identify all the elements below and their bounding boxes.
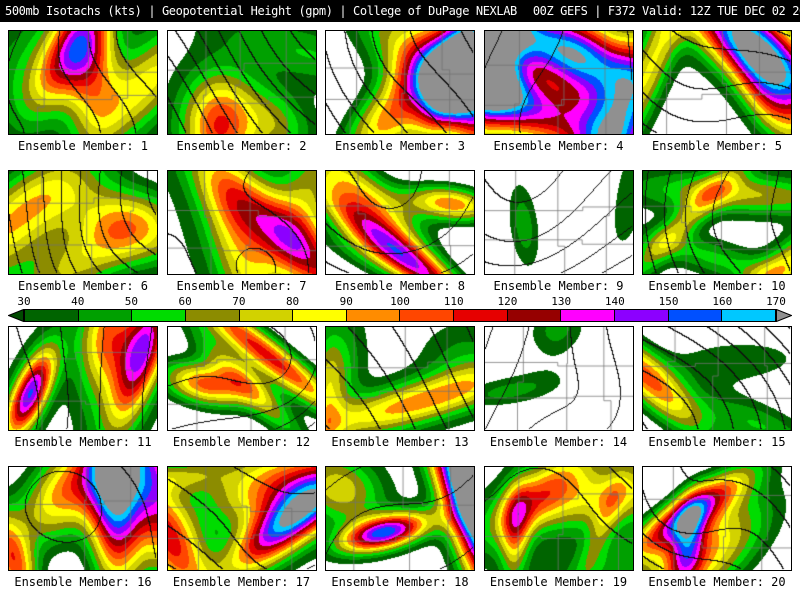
panel-label: Ensemble Member: 12 (172, 435, 311, 449)
panel-label: Ensemble Member: 3 (334, 139, 466, 153)
ensemble-panel: Ensemble Member: 6 (8, 170, 158, 294)
ensemble-panel: Ensemble Member: 17 (166, 466, 317, 590)
map-canvas (8, 170, 158, 275)
panel-label: Ensemble Member: 6 (17, 279, 149, 293)
map-canvas (642, 326, 792, 431)
colorbar-left-arrow (8, 309, 24, 322)
colorbar-tick: 120 (497, 295, 518, 308)
map-canvas (483, 466, 634, 571)
colorbar-ticks: 30 40 50 60 70 80 90 100 110 120 130 140… (17, 295, 786, 308)
ensemble-panel: Ensemble Member: 3 (325, 30, 475, 154)
ensemble-panel: Ensemble Member: 1 (8, 30, 158, 154)
ensemble-panel: Ensemble Member: 19 (483, 466, 634, 590)
colorbar-tick: 70 (232, 295, 246, 308)
colorbar-bar (8, 309, 792, 322)
ensemble-panel: Ensemble Member: 9 (483, 170, 634, 294)
map-canvas (325, 326, 475, 431)
panel-label: Ensemble Member: 7 (176, 279, 307, 293)
colorbar-tick: 140 (604, 295, 625, 308)
isotach-colorbar: 30 40 50 60 70 80 90 100 110 120 130 140… (0, 296, 800, 322)
title-bar: 500mb Isotachs (kts) | Geopotential Heig… (0, 0, 800, 22)
colorbar-tick: 50 (124, 295, 139, 308)
map-canvas (166, 170, 317, 275)
ensemble-panel: Ensemble Member: 12 (166, 326, 317, 450)
ensemble-panel: Ensemble Member: 15 (642, 326, 792, 450)
map-canvas (642, 466, 792, 571)
colorbar-tick: 60 (178, 295, 192, 308)
ensemble-panel: Ensemble Member: 10 (642, 170, 792, 294)
panel-label: Ensemble Member: 2 (176, 139, 307, 153)
colorbar-tick: 100 (390, 295, 410, 308)
map-canvas (483, 30, 634, 135)
panel-label: Ensemble Member: 14 (489, 435, 628, 449)
panel-label: Ensemble Member: 16 (14, 575, 152, 589)
colorbar-tick: 130 (551, 295, 572, 308)
ensemble-panel: Ensemble Member: 2 (166, 30, 317, 154)
colorbar-right-arrow (776, 309, 792, 322)
colorbar-tick: 90 (339, 295, 353, 308)
ensemble-panel: Ensemble Member: 13 (325, 326, 475, 450)
map-canvas (8, 30, 158, 135)
colorbar-segments (24, 309, 776, 322)
colorbar-tick: 170 (766, 295, 786, 308)
colorbar-tick: 40 (71, 295, 85, 308)
panel-label: Ensemble Member: 18 (331, 575, 469, 589)
map-canvas (325, 30, 475, 135)
map-canvas (642, 30, 792, 135)
colorbar-tick: 110 (443, 295, 464, 308)
panel-label: Ensemble Member: 5 (651, 139, 783, 153)
panel-label: Ensemble Member: 8 (334, 279, 466, 293)
panel-label: Ensemble Member: 19 (489, 575, 628, 589)
panel-label: Ensemble Member: 9 (493, 279, 624, 293)
product-title: 500mb Isotachs (kts) | Geopotential Heig… (5, 4, 517, 18)
ensemble-panel: Ensemble Member: 5 (642, 30, 792, 154)
panel-label: Ensemble Member: 4 (493, 139, 624, 153)
colorbar-tick: 150 (658, 295, 679, 308)
panel-row-3: Ensemble Member: 11 Ensemble Member: 12 … (0, 326, 800, 450)
panel-label: Ensemble Member: 13 (331, 435, 469, 449)
ensemble-panel: Ensemble Member: 4 (483, 30, 634, 154)
panel-label: Ensemble Member: 10 (648, 279, 786, 293)
map-canvas (8, 466, 158, 571)
panel-row-1: Ensemble Member: 1 Ensemble Member: 2 En… (0, 30, 800, 154)
map-canvas (8, 326, 158, 431)
right-arrow-shape (776, 309, 792, 322)
map-canvas (166, 466, 317, 571)
ensemble-panel: Ensemble Member: 20 (642, 466, 792, 590)
map-canvas (166, 326, 317, 431)
left-arrow-shape (8, 309, 24, 322)
run-valid-info: 00Z GEFS | F372 Valid: 12Z TUE DEC 02 20… (532, 4, 800, 18)
ensemble-panel: Ensemble Member: 14 (483, 326, 634, 450)
panel-label: Ensemble Member: 11 (14, 435, 152, 449)
map-canvas (166, 30, 317, 135)
panel-label: Ensemble Member: 17 (172, 575, 311, 589)
colorbar-tick: 80 (285, 295, 300, 308)
ensemble-panel: Ensemble Member: 11 (8, 326, 158, 450)
panel-label: Ensemble Member: 1 (17, 139, 149, 153)
colorbar-tick: 160 (712, 295, 733, 308)
map-canvas (483, 170, 634, 275)
map-canvas (642, 170, 792, 275)
ensemble-panel: Ensemble Member: 7 (166, 170, 317, 294)
panel-row-4: Ensemble Member: 16 Ensemble Member: 17 … (0, 466, 800, 590)
map-canvas (325, 170, 475, 275)
map-canvas (325, 466, 475, 571)
ensemble-panel: Ensemble Member: 8 (325, 170, 475, 294)
panel-label: Ensemble Member: 15 (648, 435, 786, 449)
panel-row-2: Ensemble Member: 6 Ensemble Member: 7 En… (0, 170, 800, 294)
panel-label: Ensemble Member: 20 (648, 575, 786, 589)
map-canvas (483, 326, 634, 431)
colorbar-tick: 30 (17, 295, 31, 308)
ensemble-panel: Ensemble Member: 16 (8, 466, 158, 590)
ensemble-panel: Ensemble Member: 18 (325, 466, 475, 590)
